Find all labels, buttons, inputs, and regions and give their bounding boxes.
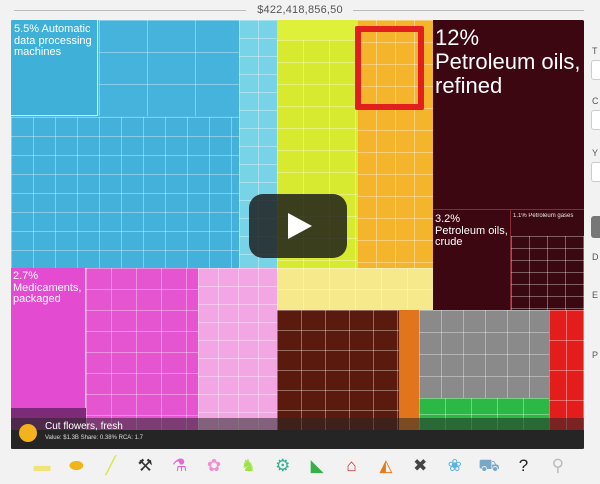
tools-icon[interactable]: ✖ (413, 455, 428, 475)
instruments-icon[interactable]: ❀ (447, 455, 462, 475)
vegetable-icon (19, 424, 37, 442)
treemap-cells-animal[interactable] (277, 310, 399, 430)
treemap-block-automatic-data[interactable]: 5.5% Automatic data processing machines (11, 20, 98, 116)
machines-icon[interactable]: ⚙ (275, 455, 291, 475)
treemap-block-petroleum-refined[interactable]: 12% Petroleum oils, refined (433, 20, 584, 210)
chemicals-icon[interactable]: ⚗ (171, 455, 188, 475)
misc-icon[interactable]: ⚲ (551, 455, 565, 475)
sidebar-button[interactable] (591, 216, 600, 238)
animal-icon[interactable]: ♞ (240, 455, 256, 475)
stone-icon[interactable]: ╱ (105, 455, 116, 475)
tooltip-subtitle: Value: $1.3B Share: 0.38% RCA: 1.7 (45, 435, 143, 441)
block-label: 3.2% Petroleum oils, crude (435, 213, 508, 249)
block-label: 1.1% Petroleum gases (513, 213, 574, 219)
treemap-block-medicaments[interactable]: 2.7% Medicaments, packaged (11, 268, 86, 430)
treemap-cells-minerals[interactable] (399, 310, 419, 430)
metals-icon[interactable]: ⚒ (137, 455, 153, 475)
tooltip: Cut flowers, fresh Value: $1.3B Share: 0… (11, 418, 584, 449)
sidebar-field[interactable] (591, 162, 600, 182)
sidebar-letter: T (592, 46, 598, 56)
treemap-cells-plastics[interactable] (198, 268, 277, 430)
sidebar-letter: P (592, 350, 599, 360)
footwear-icon[interactable]: ◣ (310, 455, 324, 475)
sidebar-letter: E (592, 290, 599, 300)
block-label: 12% Petroleum oils, refined (435, 25, 581, 98)
textiles-icon[interactable]: ▬ (33, 455, 51, 475)
sidebar-controls: T C Y D E P (588, 20, 600, 449)
divider (353, 10, 584, 11)
selection-highlight (355, 26, 424, 110)
sidebar-field[interactable] (591, 60, 600, 80)
treemap-cells-machines[interactable] (99, 20, 239, 116)
play-button[interactable] (249, 194, 347, 258)
treemap-cells-metals[interactable] (419, 310, 549, 398)
sidebar-letter: D (592, 252, 599, 262)
house-icon[interactable]: ⌂ (346, 455, 357, 475)
tooltip-title: Cut flowers, fresh (45, 421, 123, 432)
treemap-block-petroleum-crude[interactable]: 3.2% Petroleum oils, crude (433, 210, 511, 310)
treemap-block-petroleum-gases[interactable]: 1.1% Petroleum gases (511, 210, 584, 310)
sidebar-letter: Y (592, 148, 599, 158)
transport-icon[interactable]: ⛟ (478, 455, 500, 475)
minerals-icon[interactable]: ◭ (379, 455, 393, 475)
treemap-cells-chemicals[interactable] (86, 268, 198, 430)
total-value: $422,418,856,50 (0, 4, 600, 16)
treemap-cells-machines[interactable] (11, 117, 239, 268)
plastics-icon[interactable]: ✿ (206, 455, 222, 475)
vegetable-icon[interactable]: ⬬ (69, 455, 84, 475)
treemap-cells-textiles[interactable] (277, 268, 433, 310)
block-label: 2.7% Medicaments, packaged (13, 270, 82, 306)
sidebar-field[interactable] (591, 110, 600, 130)
sidebar-letter: C (592, 96, 599, 106)
total-label: $422,418,856,50 (253, 4, 347, 16)
unknown-icon[interactable]: ? (518, 455, 529, 475)
category-icon-bar: ▬ ⬬ ╱ ⚒ ⚗ ✿ ♞ ⚙ ◣ ⌂ ◭ ✖ ❀ ⛟? ⚲ (30, 452, 570, 478)
block-label: 5.5% Automatic data processing machines (14, 23, 92, 59)
treemap-cells-weapons[interactable] (549, 310, 584, 430)
divider (14, 10, 246, 11)
